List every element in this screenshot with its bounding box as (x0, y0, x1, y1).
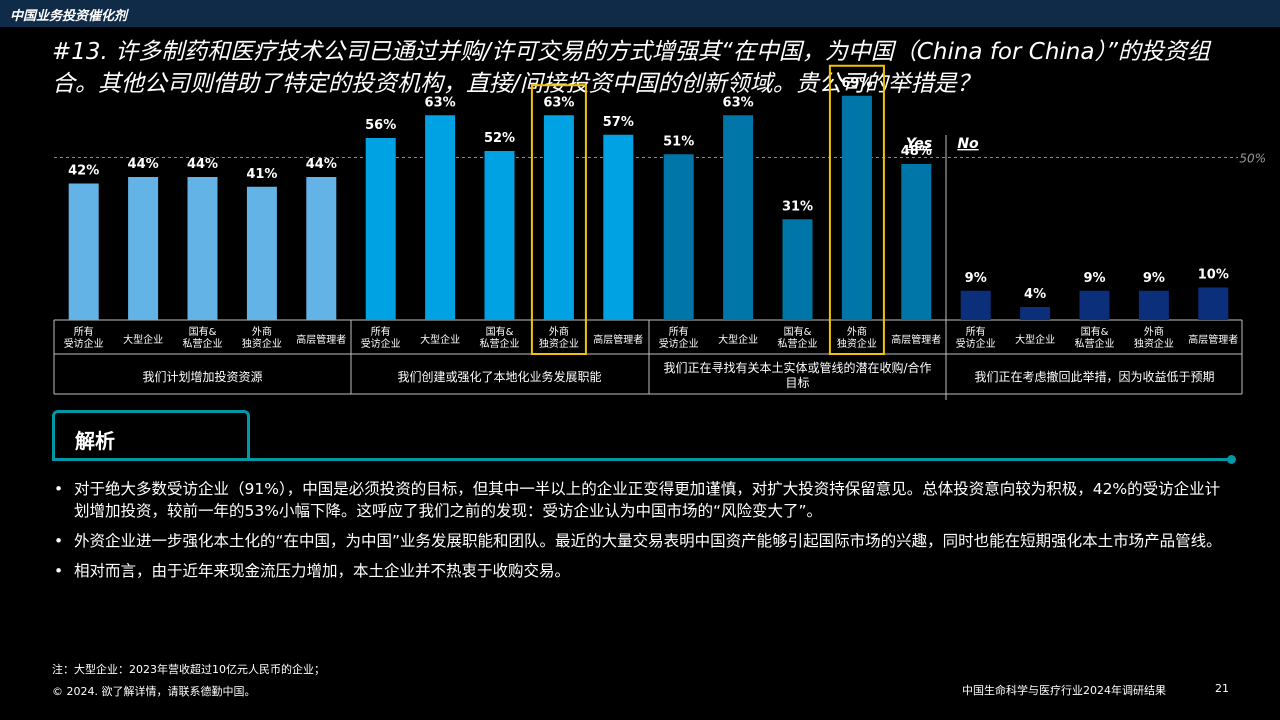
data-label: 51% (663, 134, 694, 149)
data-label: 56% (365, 118, 396, 133)
data-label: 44% (306, 157, 337, 172)
data-label: 63% (723, 95, 754, 110)
category-label: 所有受访企业 (361, 325, 401, 350)
category-label: 国有&私营企业 (1075, 325, 1115, 350)
bar (603, 134, 634, 320)
analysis-bullets: 对于绝大多数受访企业（91%），中国是必须投资的目标，但其中一半以上的企业正变得… (54, 478, 1234, 590)
reference-line-label: 50% (1239, 152, 1266, 166)
legend-yes: Yes (906, 136, 932, 152)
bar (246, 186, 277, 320)
bar (901, 164, 932, 320)
bar (1138, 290, 1169, 320)
bar (1020, 307, 1051, 320)
category-label: 所有受访企业 (956, 325, 996, 350)
copyright: © 2024. 欲了解详情，请联系德勤中国。 (52, 685, 256, 698)
bar (306, 177, 337, 320)
data-label: 63% (425, 95, 456, 110)
group-label: 我们创建或强化了本地化业务发展职能 (397, 369, 601, 384)
data-label: 52% (484, 131, 515, 146)
category-label: 大型企业 (718, 333, 758, 346)
data-label: 41% (246, 167, 277, 182)
bar (68, 183, 99, 320)
bar (365, 138, 396, 320)
section-title: 中国业务投资催化剂 (10, 9, 128, 24)
data-label: 4% (1024, 287, 1046, 302)
top-bar: 中国业务投资催化剂 (0, 0, 1280, 27)
analysis-divider (52, 458, 1230, 461)
highlight-box (828, 64, 885, 355)
data-label: 44% (187, 157, 218, 172)
data-label: 9% (1083, 271, 1105, 286)
bar (960, 290, 991, 320)
group-label: 我们正在寻找有关本土实体或管线的潜在收购/合作目标 (663, 360, 931, 390)
category-label: 高层管理者 (296, 333, 346, 346)
data-label: 57% (603, 115, 634, 130)
category-label: 外商独资企业 (1134, 325, 1174, 350)
bar (782, 219, 813, 320)
category-label: 大型企业 (123, 333, 163, 346)
report-title: 中国生命科学与医疗行业2024年调研结果 (962, 684, 1166, 697)
bar (663, 154, 694, 320)
data-label: 10% (1198, 268, 1229, 283)
category-label: 大型企业 (420, 333, 460, 346)
bar (1079, 290, 1110, 320)
category-label: 高层管理者 (593, 333, 643, 346)
data-label: 48% (901, 144, 932, 159)
bar (484, 151, 515, 320)
category-label: 外商独资企业 (539, 325, 579, 350)
category-label: 所有受访企业 (659, 325, 699, 350)
analysis-bullet: 相对而言，由于近年来现金流压力增加，本土企业并不热衷于收购交易。 (54, 560, 1234, 582)
bar (128, 177, 159, 320)
bar (1198, 287, 1229, 320)
analysis-bullet: 对于绝大多数受访企业（91%），中国是必须投资的目标，但其中一半以上的企业正变得… (54, 478, 1234, 522)
data-label: 42% (68, 164, 99, 179)
category-label: 外商独资企业 (242, 325, 282, 350)
group-label: 我们计划增加投资资源 (142, 369, 262, 384)
analysis-title: 解析 (75, 429, 115, 453)
data-label: 9% (1143, 271, 1165, 286)
data-label: 9% (965, 271, 987, 286)
category-label: 国有&私营企业 (183, 325, 223, 350)
category-label: 高层管理者 (891, 333, 941, 346)
page-number: 21 (1215, 682, 1229, 695)
category-label: 高层管理者 (1188, 333, 1238, 346)
bar (187, 177, 218, 320)
analysis-tab: 解析 (52, 410, 250, 458)
analysis-bullet: 外资企业进一步强化本土化的“在中国，为中国”业务发展职能和团队。最近的大量交易表… (54, 530, 1234, 552)
highlight-box (530, 84, 587, 355)
data-label: 44% (128, 157, 159, 172)
category-label: 所有受访企业 (64, 325, 104, 350)
bar (841, 95, 872, 320)
category-label: 国有&私营企业 (480, 325, 520, 350)
bar (723, 115, 754, 320)
category-label: 国有&私营企业 (778, 325, 818, 350)
group-label: 我们正在考虑撤回此举措，因为收益低于预期 (974, 369, 1214, 384)
legend-no: No (957, 136, 979, 152)
data-label: 31% (782, 199, 813, 214)
data-label: 69% (841, 76, 872, 91)
data-label: 63% (543, 95, 574, 110)
bar (543, 115, 574, 320)
category-label: 大型企业 (1015, 333, 1055, 346)
analysis-divider-dot (1227, 455, 1236, 464)
bar-chart: 50% Yes No 42% 所有受访企业 44% 大型企业 44% 国有&私营企业 41% 外商独… (53, 64, 1266, 400)
category-label: 外商独资企业 (837, 325, 877, 350)
question-title: #13. 许多制药和医疗技术公司已通过并购/许可交易的方式增强其“在中国，为中国… (52, 39, 1210, 97)
bar (425, 115, 456, 320)
footnote: 注：大型企业：2023年营收超过10亿元人民币的企业； (52, 663, 325, 676)
